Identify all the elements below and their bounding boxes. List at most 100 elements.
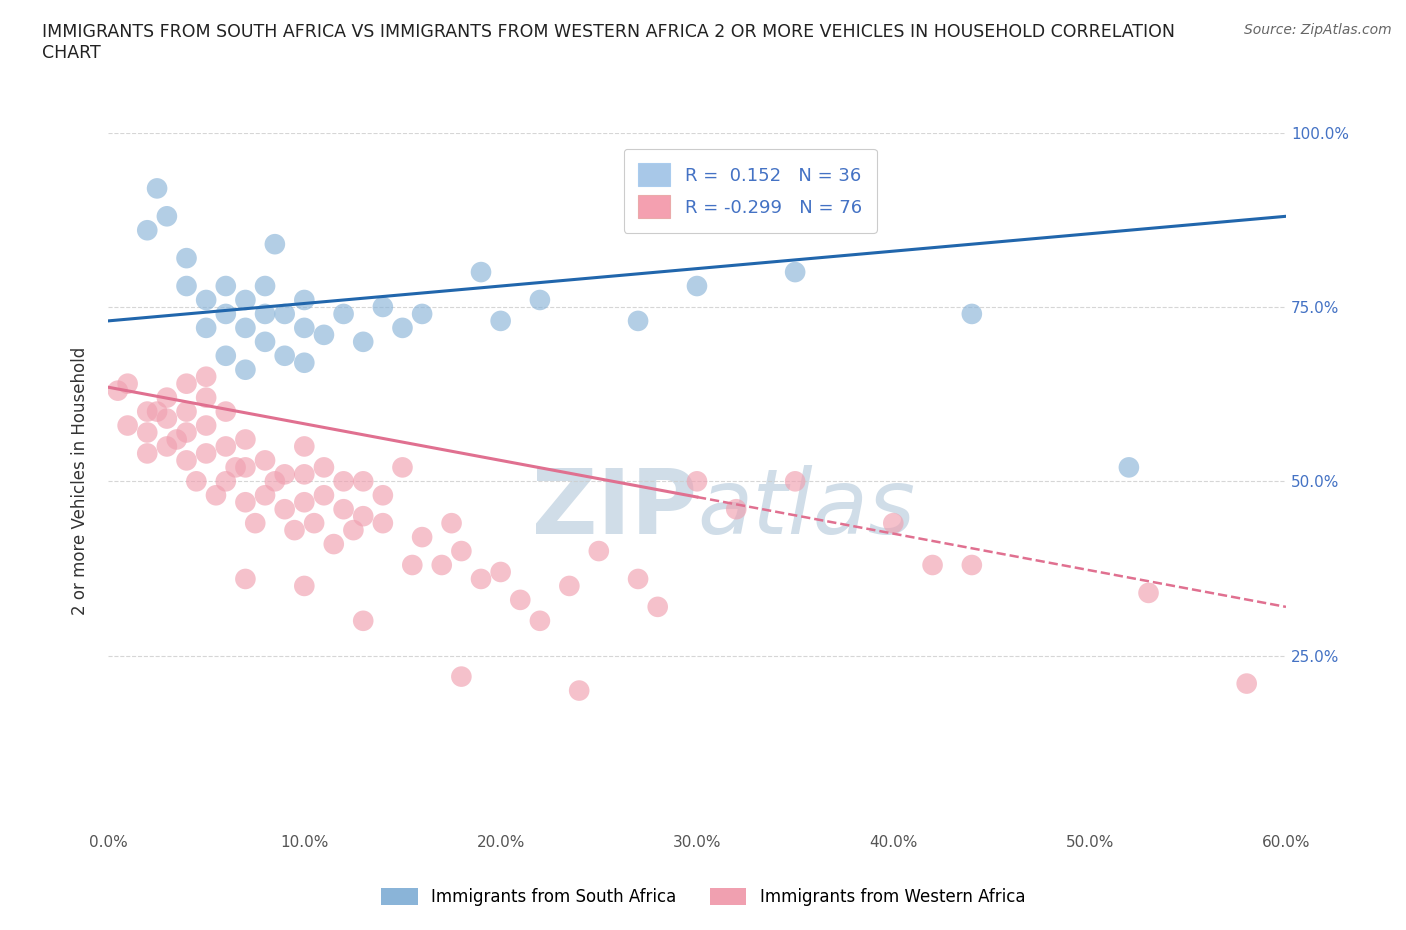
Point [156,411,179,426]
Text: Source: ZipAtlas.com: Source: ZipAtlas.com [1244,23,1392,37]
Point [332,474,354,489]
Y-axis label: 2 or more Vehicles in Household: 2 or more Vehicles in Household [72,347,89,616]
Point [117,377,139,392]
Text: ZIP: ZIP [531,465,697,553]
Point [450,670,472,684]
Point [647,600,669,615]
Point [352,614,374,629]
Point [292,495,315,510]
Point [156,391,179,405]
Point [960,307,983,322]
Point [352,509,374,524]
Point [352,335,374,350]
Point [254,279,277,294]
Point [215,474,238,489]
Point [215,307,238,322]
Point [489,565,512,579]
Point [176,279,198,294]
Point [292,355,315,370]
Point [312,460,335,475]
Point [401,558,423,573]
Point [273,467,295,482]
Point [627,313,650,328]
Point [215,349,238,364]
Point [352,474,374,489]
Point [186,474,208,489]
Point [254,488,277,503]
Point [292,439,315,454]
Point [156,209,179,224]
Point [558,578,581,593]
Point [176,405,198,419]
Point [176,251,198,266]
Point [166,432,188,447]
Point [245,516,267,531]
Point [921,558,943,573]
Point [529,293,551,308]
Point [254,335,277,350]
Point [1137,586,1160,601]
Point [225,460,247,475]
Text: IMMIGRANTS FROM SOUTH AFRICA VS IMMIGRANTS FROM WESTERN AFRICA 2 OR MORE VEHICLE: IMMIGRANTS FROM SOUTH AFRICA VS IMMIGRAN… [42,23,1175,62]
Point [273,307,295,322]
Point [312,488,335,503]
Point [235,572,257,587]
Point [117,418,139,433]
Point [195,321,218,336]
Point [785,265,807,280]
Point [411,530,433,545]
Point [960,558,983,573]
Point [235,321,257,336]
Point [509,592,531,607]
Point [725,502,748,517]
Point [627,572,650,587]
Point [235,460,257,475]
Point [235,293,257,308]
Point [686,279,709,294]
Point [332,307,354,322]
Point [283,523,305,538]
Point [588,544,610,559]
Point [195,391,218,405]
Point [263,474,285,489]
Point [292,578,315,593]
Point [489,313,512,328]
Point [136,446,159,461]
Point [1118,460,1140,475]
Point [195,293,218,308]
Point [254,307,277,322]
Point [176,453,198,468]
Point [136,405,159,419]
Point [371,516,394,531]
Point [215,405,238,419]
Point [215,279,238,294]
Point [146,181,169,196]
Point [176,425,198,440]
Point [440,516,463,531]
Point [470,572,492,587]
Point [292,467,315,482]
Point [156,439,179,454]
Point [411,307,433,322]
Point [371,488,394,503]
Point [205,488,228,503]
Point [273,502,295,517]
Point [302,516,325,531]
Legend: R =  0.152   N = 36, R = -0.299   N = 76: R = 0.152 N = 36, R = -0.299 N = 76 [623,149,876,232]
Point [332,502,354,517]
Point [312,327,335,342]
Point [235,432,257,447]
Point [882,516,904,531]
Point [785,474,807,489]
Point [195,446,218,461]
Point [292,293,315,308]
Point [136,425,159,440]
Point [235,495,257,510]
Text: atlas: atlas [697,465,915,553]
Point [1236,676,1258,691]
Point [195,418,218,433]
Point [235,363,257,378]
Point [391,321,413,336]
Point [322,537,344,551]
Point [263,237,285,252]
